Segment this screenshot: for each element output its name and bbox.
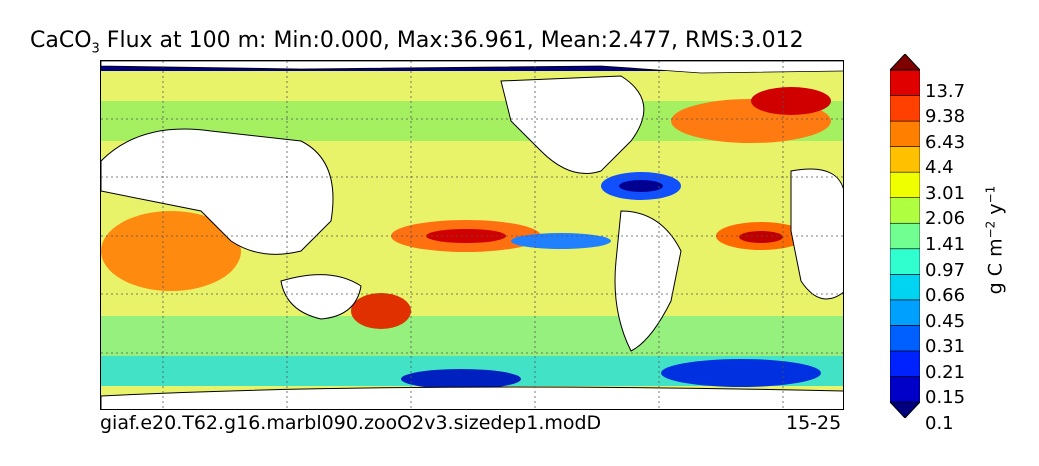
colorbar-tick-label: 0.97 [925, 259, 966, 281]
colorbar-min-triangle [890, 401, 920, 418]
colorbar-max-triangle [890, 54, 920, 71]
colorbar-segment [890, 146, 920, 173]
colorbar-segment [890, 248, 920, 275]
colorbar-units: g C m−2 y−1 [983, 186, 1006, 295]
subpolar-south-band [101, 316, 843, 356]
colorbar-segment [890, 69, 920, 96]
north-america-landmass [500, 75, 645, 174]
south-atlantic-low [661, 359, 821, 387]
colorbar-segment [890, 95, 920, 122]
arctic-landmass [101, 61, 843, 74]
antarctica-landmass [101, 386, 843, 409]
units-exp-1: −2 [983, 220, 998, 239]
east-pacific-low [511, 233, 611, 249]
map-gridlines [101, 61, 843, 409]
colorbar-segment [890, 299, 920, 326]
map-field [101, 61, 843, 409]
colorbar-tick-label: 0.31 [925, 336, 966, 358]
colorbar-tick-label: 2.06 [925, 208, 966, 230]
title-subscript: 3 [91, 41, 100, 57]
atlantic-equatorial-core [739, 231, 783, 243]
colorbar-tick-label: 3.01 [925, 182, 966, 204]
colorbar-tick-label: 4.4 [925, 157, 954, 179]
colorbar-tick-label: 0.45 [925, 310, 966, 332]
units-mid: y [984, 203, 1007, 221]
north-atlantic-core [751, 87, 831, 115]
colorbar-tick-label: 9.38 [925, 106, 966, 128]
global-map [100, 60, 844, 410]
colorbar-segment [890, 222, 920, 250]
units-base: g C m [984, 238, 1007, 295]
sargasso-core [619, 180, 663, 192]
tasman-hotspot [351, 293, 411, 329]
colorbar-segment [890, 197, 920, 224]
map-title: CaCO3 Flux at 100 m: Min:0.000, Max:36.9… [30, 28, 804, 56]
colorbar-tick-label: 6.43 [925, 131, 966, 153]
colorbar-segment [890, 171, 920, 198]
south-pacific-low [401, 369, 521, 389]
australia-landmass [280, 274, 362, 320]
africa-landmass [790, 168, 843, 300]
colorbar-tick-label: 0.66 [925, 285, 966, 307]
year-range: 15-25 [786, 412, 842, 434]
colorbar [890, 54, 920, 418]
title-prefix: CaCO [30, 28, 92, 53]
units-exp-2: −1 [983, 185, 998, 204]
colorbar-segment [890, 120, 920, 147]
indian-ocean-hotspot [101, 211, 241, 291]
colorbar-tick-label: 0.15 [925, 387, 966, 409]
case-name: giaf.e20.T62.g16.marbl090.zooO2v3.sizede… [100, 412, 602, 434]
colorbar-segment [890, 274, 920, 301]
colorbar-segment [890, 376, 920, 403]
colorbar-tick-label: 0.21 [925, 361, 966, 383]
title-stats: Flux at 100 m: Min:0.000, Max:36.961, Me… [99, 28, 804, 53]
south-america-landmass [614, 210, 682, 352]
colorbar-tick-label: 13.7 [925, 80, 966, 102]
colorbar-tick-label: 0.1 [925, 412, 954, 434]
asia-landmass [101, 128, 334, 255]
colorbar-segment [890, 325, 920, 352]
colorbar-segment [890, 350, 920, 377]
colorbar-tick-label: 1.41 [925, 234, 966, 255]
